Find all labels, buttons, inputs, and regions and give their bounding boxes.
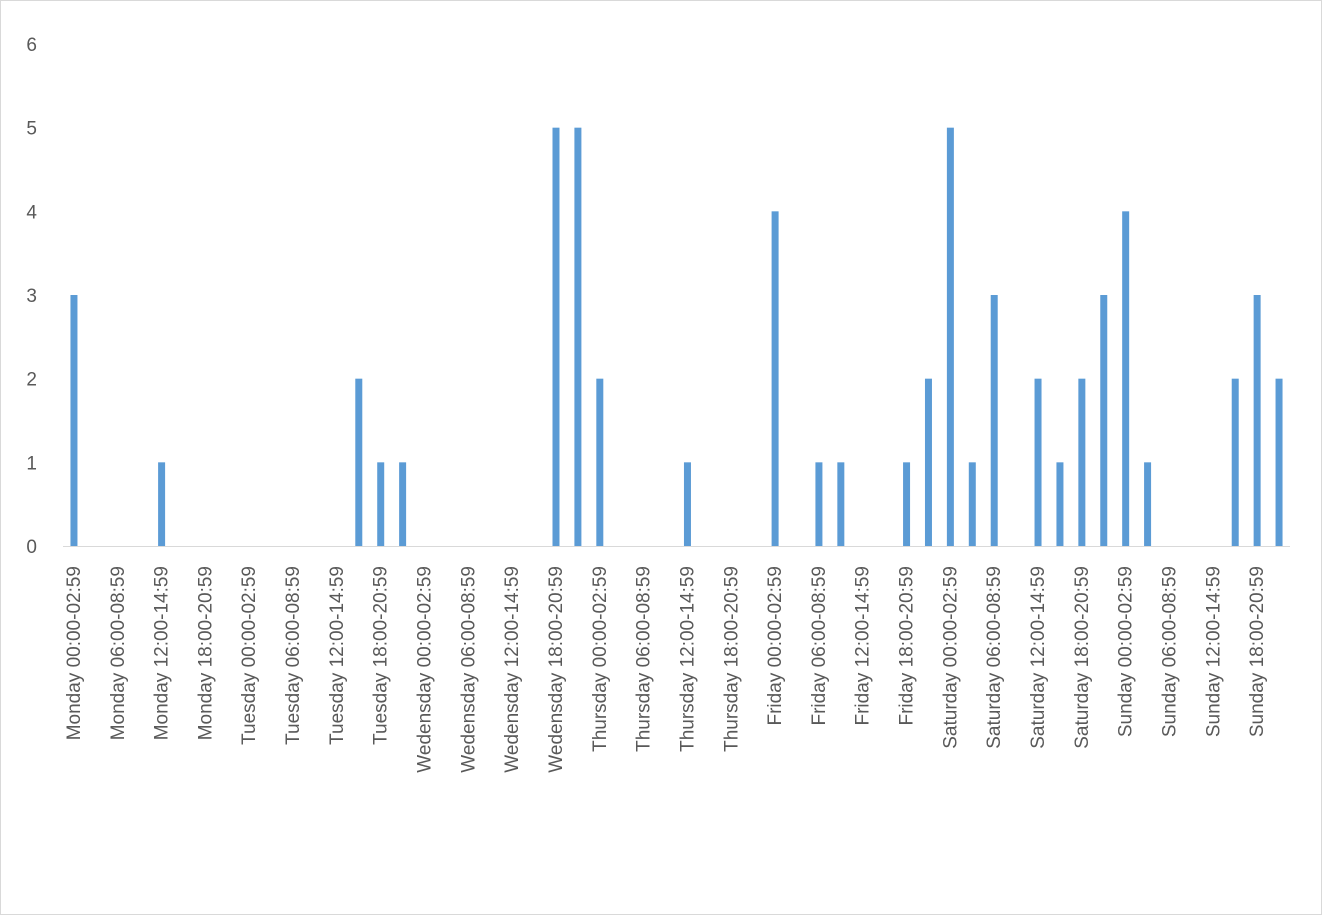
x-tick-label: Sunday 06:00-08:59 — [1159, 566, 1180, 737]
x-tick-label: Thursday 00:00-02:59 — [590, 566, 611, 752]
x-tick-label: Monday 18:00-20:59 — [195, 566, 216, 740]
x-tick-label: Tuesday 12:00-14:59 — [327, 566, 348, 745]
x-tick-label: Friday 12:00-14:59 — [853, 566, 874, 726]
bar — [1231, 378, 1239, 546]
bar — [355, 378, 363, 546]
bar — [1100, 295, 1108, 546]
bar — [1078, 378, 1086, 546]
bar — [946, 127, 954, 547]
bar — [158, 462, 166, 546]
y-axis-ticks: 0 1 2 3 4 5 6 — [26, 35, 37, 558]
x-tick-label: Monday 00:00-02:59 — [64, 566, 85, 740]
x-tick-label: Wedensday 18:00-20:59 — [546, 566, 567, 773]
bar — [924, 378, 932, 546]
x-tick-label: Sunday 00:00-02:59 — [1116, 566, 1137, 737]
x-tick-label: Thursday 18:00-20:59 — [721, 566, 742, 752]
x-tick-label: Wedensday 00:00-02:59 — [415, 566, 436, 773]
x-tick-label: Wedensday 12:00-14:59 — [502, 566, 523, 773]
bar — [815, 462, 823, 546]
y-tick-label: 6 — [26, 35, 37, 56]
x-tick-label: Friday 06:00-08:59 — [809, 566, 830, 726]
bar — [1056, 462, 1064, 546]
bar — [552, 127, 560, 547]
bar — [683, 462, 691, 546]
y-tick-label: 3 — [26, 286, 37, 307]
x-tick-label: Saturday 00:00-02:59 — [940, 566, 961, 749]
x-tick-label: Thursday 12:00-14:59 — [677, 566, 698, 752]
bar — [1253, 295, 1261, 546]
bar — [574, 127, 582, 547]
x-tick-label: Tuesday 18:00-20:59 — [371, 566, 392, 745]
bar — [70, 295, 78, 546]
y-tick-label: 5 — [26, 119, 37, 140]
x-tick-label: Thursday 06:00-08:59 — [634, 566, 655, 752]
x-tick-label: Monday 06:00-08:59 — [108, 566, 129, 740]
x-axis-tick-labels: Monday 00:00-02:59 Monday 06:00-08:59 Mond… — [64, 566, 1268, 773]
x-tick-label: Saturday 06:00-08:59 — [984, 566, 1005, 749]
x-tick-label: Tuesday 00:00-02:59 — [239, 566, 260, 745]
bar — [903, 462, 911, 546]
bar — [771, 211, 779, 546]
x-tick-label: Wedensday 06:00-08:59 — [458, 566, 479, 773]
bar — [377, 462, 385, 546]
x-tick-label: Saturday 18:00-20:59 — [1072, 566, 1093, 749]
y-tick-label: 1 — [26, 453, 37, 474]
x-tick-label: Friday 18:00-20:59 — [897, 566, 918, 726]
bar — [1034, 378, 1042, 546]
bar — [1144, 462, 1152, 546]
bars — [70, 127, 1283, 547]
bar — [596, 378, 604, 546]
bar — [968, 462, 976, 546]
x-tick-label: Saturday 12:00-14:59 — [1028, 566, 1049, 749]
bar — [990, 295, 998, 546]
bar — [1275, 378, 1283, 546]
x-tick-label: Friday 00:00-02:59 — [765, 566, 786, 726]
x-tick-label: Monday 12:00-14:59 — [152, 566, 173, 740]
x-tick-label: Sunday 12:00-14:59 — [1203, 566, 1224, 737]
bar — [399, 462, 407, 546]
y-tick-label: 4 — [26, 202, 37, 223]
bar — [1122, 211, 1130, 546]
y-tick-label: 2 — [26, 370, 37, 391]
x-tick-label: Tuesday 06:00-08:59 — [283, 566, 304, 745]
y-tick-label: 0 — [26, 537, 37, 558]
bar — [837, 462, 845, 546]
x-tick-label: Sunday 18:00-20:59 — [1247, 566, 1268, 737]
